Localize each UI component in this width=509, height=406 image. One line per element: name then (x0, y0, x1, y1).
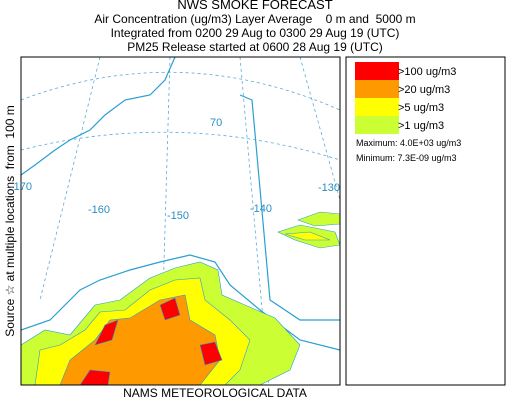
plume (159, 297, 181, 321)
graticule (21, 57, 340, 385)
title: NWS SMOKE FORECAST (177, 0, 332, 12)
subtitle: Air Concentration (ug/m3) Layer Average … (94, 12, 415, 26)
plume (199, 341, 223, 366)
plume (284, 231, 331, 241)
subtitle: Integrated from 0200 29 Aug to 0300 29 A… (111, 26, 400, 40)
lat-label: 70 (210, 117, 222, 129)
legend-label: >100 ug/m3 (398, 66, 456, 78)
maximum: Maximum: 4.0E+03 ug/m3 (356, 138, 461, 148)
lon-label: -140 (250, 203, 272, 215)
lon-label: -150 (167, 210, 189, 222)
legend-label: >1 ug/m3 (398, 120, 444, 132)
legend: >100 ug/m3 >20 ug/m3 >5 ug/m3 >1 ug/m3 (355, 62, 456, 134)
plume (94, 319, 119, 346)
map-frame (20, 56, 341, 386)
side-label: Source ☆ at multiple locations from 100 … (3, 105, 17, 337)
legend-swatch (355, 98, 399, 116)
legend-frame (345, 56, 506, 386)
border (239, 94, 340, 321)
minimum: Minimum: 7.3E-09 ug/m3 (356, 153, 457, 163)
legend-label: >20 ug/m3 (398, 84, 450, 96)
plume (79, 369, 111, 385)
subtitle: PM25 Release started at 0600 28 Aug 19 (… (127, 40, 382, 54)
map (21, 57, 340, 385)
lon-label: -130 (318, 182, 340, 194)
legend-swatch (355, 80, 399, 98)
footer: NAMS METEOROLOGICAL DATA (123, 386, 307, 400)
legend-swatch (355, 116, 399, 134)
smoke-plumes (21, 211, 340, 385)
lon-label: -170 (10, 181, 32, 193)
plume (59, 294, 221, 385)
coastline (21, 57, 176, 176)
legend-label: >5 ug/m3 (398, 102, 444, 114)
legend-swatch (355, 62, 399, 80)
plume (297, 211, 340, 227)
lon-label: -160 (88, 204, 110, 216)
